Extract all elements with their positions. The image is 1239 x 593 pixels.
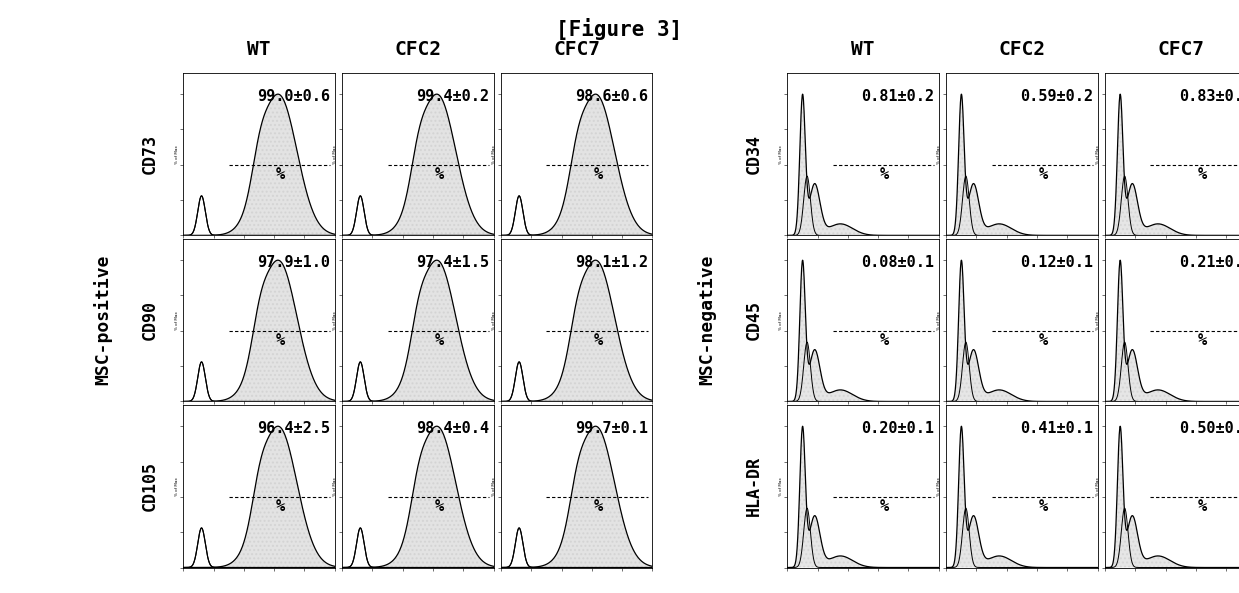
Y-axis label: % of Max: % of Max: [778, 311, 783, 330]
Text: CFC7: CFC7: [1157, 40, 1204, 59]
Text: %: %: [593, 499, 602, 514]
Text: CD34: CD34: [745, 134, 763, 174]
Text: %: %: [435, 499, 444, 514]
Text: 0.41±0.1: 0.41±0.1: [1020, 421, 1093, 436]
Y-axis label: % of Max: % of Max: [778, 477, 783, 496]
Text: MSC-positive: MSC-positive: [93, 255, 112, 385]
Text: 98.4±0.4: 98.4±0.4: [416, 421, 489, 436]
Y-axis label: % of Max: % of Max: [175, 311, 178, 330]
Y-axis label: % of Max: % of Max: [333, 145, 337, 164]
Text: %: %: [1038, 499, 1048, 514]
Text: 0.21±0.1: 0.21±0.1: [1178, 255, 1239, 270]
Y-axis label: % of Max: % of Max: [492, 477, 496, 496]
Text: 97.4±1.5: 97.4±1.5: [416, 255, 489, 270]
Text: %: %: [1197, 499, 1207, 514]
Text: 98.1±1.2: 98.1±1.2: [575, 255, 648, 270]
Text: CFC2: CFC2: [999, 40, 1046, 59]
Text: %: %: [435, 333, 444, 348]
Y-axis label: % of Max: % of Max: [938, 477, 942, 496]
Text: CFC2: CFC2: [394, 40, 441, 59]
Text: %: %: [880, 167, 888, 182]
Text: CFC7: CFC7: [553, 40, 600, 59]
Text: %: %: [880, 499, 888, 514]
Text: 98.6±0.6: 98.6±0.6: [575, 89, 648, 104]
Text: %: %: [1197, 333, 1207, 348]
Y-axis label: % of Max: % of Max: [1097, 311, 1100, 330]
Y-axis label: % of Max: % of Max: [1097, 477, 1100, 496]
Y-axis label: % of Max: % of Max: [938, 145, 942, 164]
Text: %: %: [276, 333, 285, 348]
Y-axis label: % of Max: % of Max: [778, 145, 783, 164]
Text: %: %: [1038, 167, 1048, 182]
Text: 0.83±0.2: 0.83±0.2: [1178, 89, 1239, 104]
Text: 0.50±0.1: 0.50±0.1: [1178, 421, 1239, 436]
Y-axis label: % of Max: % of Max: [938, 311, 942, 330]
Text: 0.81±0.2: 0.81±0.2: [861, 89, 934, 104]
Text: 0.12±0.1: 0.12±0.1: [1020, 255, 1093, 270]
Text: %: %: [276, 499, 285, 514]
Text: CD105: CD105: [141, 461, 159, 511]
Y-axis label: % of Max: % of Max: [175, 145, 178, 164]
Text: MSC-negative: MSC-negative: [698, 255, 716, 385]
Text: 0.20±0.1: 0.20±0.1: [861, 421, 934, 436]
Text: 0.08±0.1: 0.08±0.1: [861, 255, 934, 270]
Y-axis label: % of Max: % of Max: [333, 477, 337, 496]
Text: 99.4±0.2: 99.4±0.2: [416, 89, 489, 104]
Y-axis label: % of Max: % of Max: [1097, 145, 1100, 164]
Text: WT: WT: [248, 40, 271, 59]
Text: WT: WT: [851, 40, 875, 59]
Text: %: %: [276, 167, 285, 182]
Text: CD73: CD73: [141, 134, 159, 174]
Text: CD45: CD45: [745, 300, 763, 340]
Y-axis label: % of Max: % of Max: [492, 311, 496, 330]
Text: 96.4±2.5: 96.4±2.5: [258, 421, 331, 436]
Text: HLA-DR: HLA-DR: [745, 456, 763, 517]
Text: [Figure 3]: [Figure 3]: [556, 18, 683, 40]
Text: 99.0±0.6: 99.0±0.6: [258, 89, 331, 104]
Text: %: %: [880, 333, 888, 348]
Y-axis label: % of Max: % of Max: [175, 477, 178, 496]
Text: %: %: [593, 167, 602, 182]
Text: 97.9±1.0: 97.9±1.0: [258, 255, 331, 270]
Text: %: %: [593, 333, 602, 348]
Text: %: %: [1197, 167, 1207, 182]
Text: CD90: CD90: [141, 300, 159, 340]
Text: %: %: [1038, 333, 1048, 348]
Text: 0.59±0.2: 0.59±0.2: [1020, 89, 1093, 104]
Text: %: %: [435, 167, 444, 182]
Text: 99.7±0.1: 99.7±0.1: [575, 421, 648, 436]
Y-axis label: % of Max: % of Max: [492, 145, 496, 164]
Y-axis label: % of Max: % of Max: [333, 311, 337, 330]
